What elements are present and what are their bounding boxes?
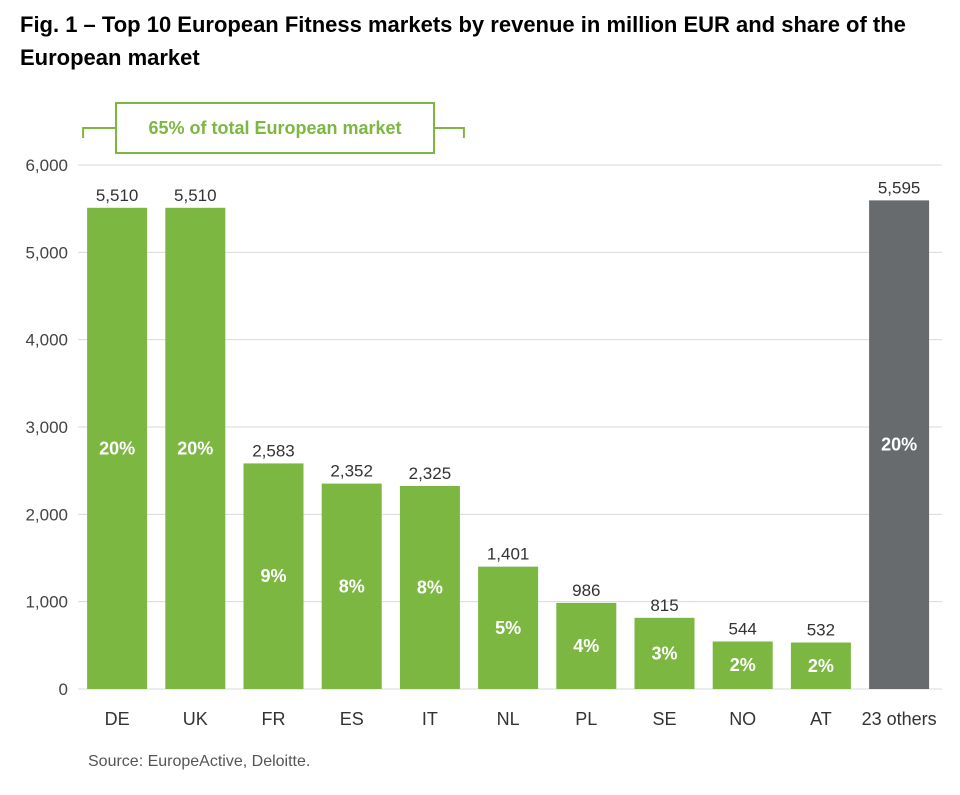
value-label: 5,510 [174, 186, 217, 205]
share-label: 8% [417, 577, 443, 597]
y-tick-label: 2,000 [25, 505, 68, 524]
x-tick-label: ES [340, 709, 364, 729]
bar-chart: 0 1,000 2,000 3,000 4,000 5,000 6,000 5,510 20% D… [25, 102, 942, 729]
y-tick-label: 4,000 [25, 331, 68, 350]
x-tick-label: UK [183, 709, 208, 729]
bar [399, 485, 460, 689]
x-tick-label: FR [262, 709, 286, 729]
x-tick-label: DE [105, 709, 130, 729]
value-label: 2,583 [252, 441, 295, 460]
x-tick-label: 23 others [862, 709, 937, 729]
x-tick-label: NO [729, 709, 756, 729]
share-label: 4% [573, 636, 599, 656]
value-label: 986 [572, 581, 600, 600]
y-tick-label: 3,000 [25, 418, 68, 437]
value-label: 544 [729, 619, 757, 638]
value-label: 5,510 [96, 186, 139, 205]
bar [87, 207, 148, 689]
bar [712, 641, 773, 689]
x-tick-label: SE [652, 709, 676, 729]
x-tick-label: NL [497, 709, 520, 729]
value-label: 2,325 [409, 464, 452, 483]
bar [790, 642, 851, 689]
bar [869, 200, 930, 689]
source-note: Source: EuropeActive, Deloitte. [88, 753, 311, 770]
bracket-left [82, 127, 116, 138]
x-tick-label: IT [422, 709, 438, 729]
y-tick-label: 0 [59, 680, 68, 699]
annotation-box [115, 102, 435, 154]
share-label: 2% [808, 656, 834, 676]
share-label: 3% [651, 643, 677, 663]
share-label: 20% [177, 438, 213, 458]
bar [556, 602, 617, 689]
chart-title: Fig. 1 – Top 10 European Fitness markets… [20, 12, 906, 70]
value-label: 815 [650, 596, 678, 615]
share-label: 5% [495, 618, 521, 638]
x-tick-label: AT [810, 709, 832, 729]
y-tick-label: 6,000 [25, 156, 68, 175]
y-tick-label: 5,000 [25, 243, 68, 262]
share-label: 8% [339, 576, 365, 596]
share-label: 9% [260, 566, 286, 586]
value-label: 532 [807, 621, 835, 640]
bar [165, 207, 226, 689]
share-label: 2% [730, 655, 756, 675]
bar [321, 483, 382, 689]
value-label: 1,401 [487, 545, 530, 564]
value-label: 2,352 [330, 462, 373, 481]
annotation-label: 65% of total European market [148, 118, 401, 138]
bracket-right [434, 127, 465, 138]
value-label: 5,595 [878, 178, 921, 197]
x-tick-label: PL [575, 709, 597, 729]
bar [634, 617, 695, 689]
share-label: 20% [99, 438, 135, 458]
y-tick-label: 1,000 [25, 593, 68, 612]
bar [243, 463, 304, 689]
share-label: 20% [881, 435, 917, 455]
bar [478, 566, 539, 689]
